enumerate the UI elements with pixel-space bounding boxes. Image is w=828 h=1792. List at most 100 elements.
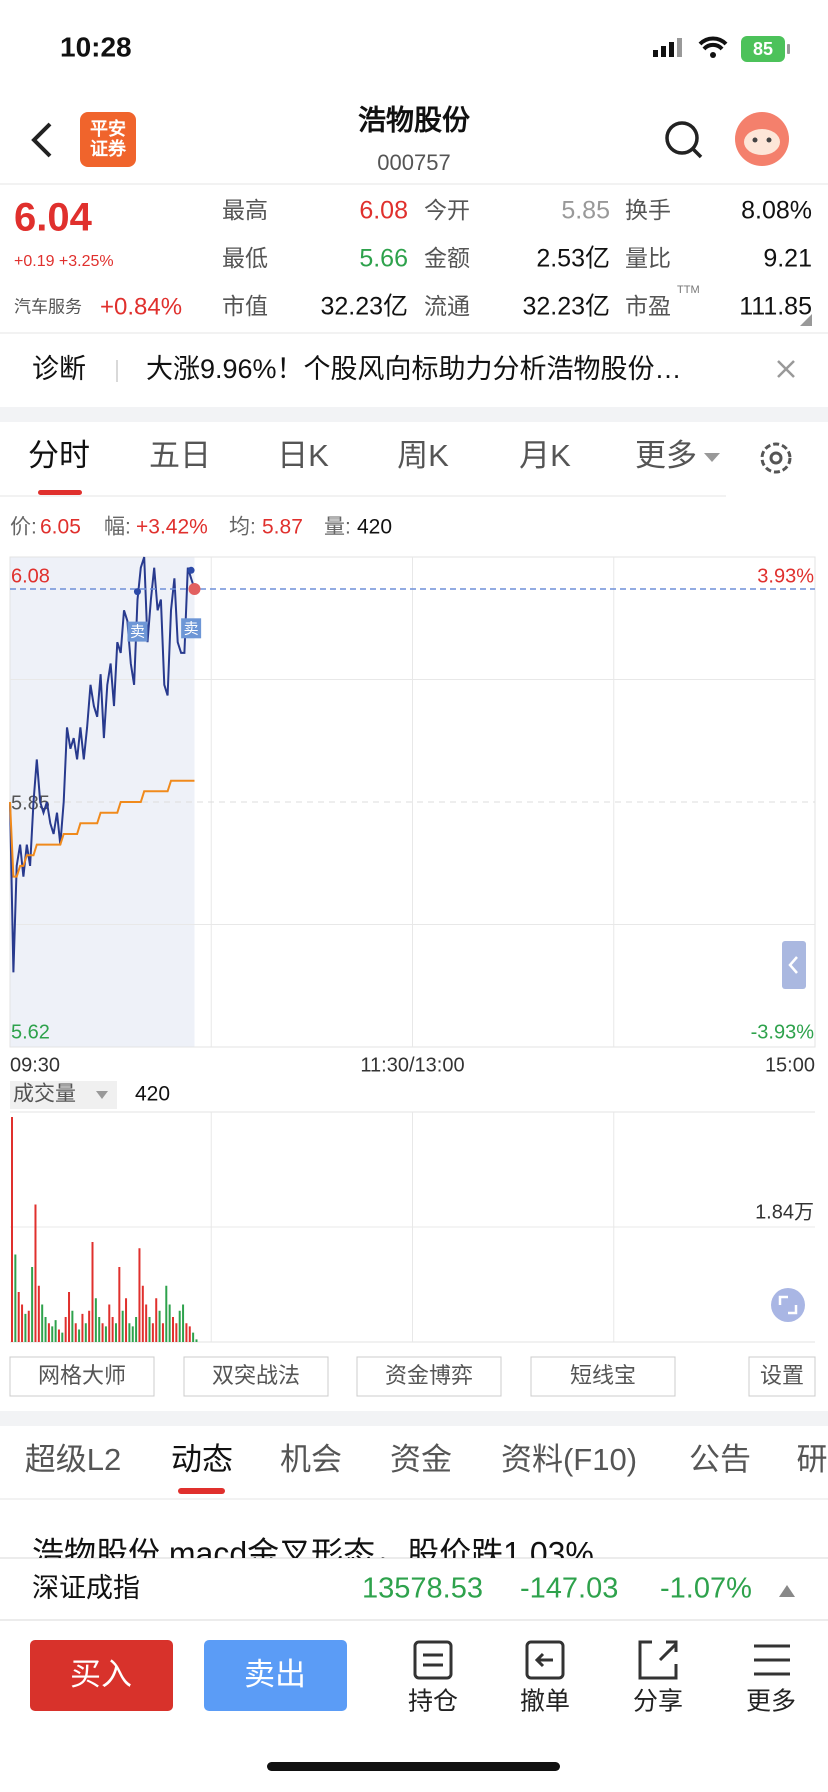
broker-logo-text: 证券 bbox=[90, 138, 127, 159]
battery-level: 85 bbox=[753, 39, 773, 59]
info-tab[interactable]: 资金 bbox=[390, 1442, 452, 1477]
index-value: 13578.53 bbox=[362, 1573, 483, 1605]
volume-bar bbox=[161, 1323, 164, 1342]
toolbar-action[interactable]: 撤单 bbox=[520, 1688, 570, 1716]
chart-tab[interactable]: 月K bbox=[519, 438, 571, 473]
chart-tab[interactable]: 周K bbox=[397, 438, 449, 473]
volume-bar bbox=[158, 1310, 161, 1342]
info-value: 6.05 bbox=[40, 516, 81, 539]
volume-bar bbox=[141, 1285, 144, 1342]
broker-logo[interactable] bbox=[80, 112, 136, 167]
dropdown-arrow bbox=[704, 453, 720, 462]
index-change: -147.03 bbox=[520, 1573, 618, 1605]
info-tab[interactable]: 研 bbox=[797, 1442, 828, 1477]
volume-bar bbox=[44, 1317, 47, 1342]
info-tab[interactable]: 超级L2 bbox=[25, 1442, 121, 1477]
volume-bar bbox=[175, 1323, 178, 1342]
toolbar-action[interactable]: 分享 bbox=[633, 1688, 683, 1716]
toolbar-action[interactable]: 持仓 bbox=[408, 1688, 458, 1716]
info-label: 量: bbox=[324, 516, 351, 539]
stat-value: 32.23亿 bbox=[522, 293, 610, 321]
volume-bar bbox=[61, 1332, 64, 1342]
stat-label-sup: TTM bbox=[677, 284, 700, 296]
diagnosis-label: 诊断 bbox=[32, 354, 86, 384]
avatar[interactable] bbox=[735, 112, 789, 166]
stat-value: 5.85 bbox=[561, 197, 610, 225]
stat-value: 8.08% bbox=[741, 197, 812, 225]
expand-icon bbox=[778, 1295, 798, 1315]
volume-bar bbox=[71, 1310, 74, 1342]
expand-button[interactable] bbox=[771, 1288, 805, 1322]
stat-label: 最高 bbox=[222, 197, 268, 223]
volume-bar bbox=[178, 1310, 181, 1342]
back-button[interactable] bbox=[31, 122, 52, 158]
chart-tab[interactable]: 日K bbox=[277, 438, 329, 473]
volume-bar bbox=[54, 1320, 57, 1342]
volume-bar bbox=[101, 1323, 104, 1342]
sell-button[interactable] bbox=[204, 1640, 347, 1711]
volume-bar bbox=[64, 1317, 67, 1342]
volume-bar bbox=[24, 1313, 27, 1342]
volume-bar bbox=[27, 1310, 30, 1342]
stat-label: 金额 bbox=[424, 245, 470, 271]
volume-bar bbox=[128, 1323, 131, 1342]
volume-title: 成交量 bbox=[13, 1083, 76, 1106]
volume-bar bbox=[131, 1326, 134, 1342]
collapse-tab[interactable] bbox=[782, 941, 806, 989]
average-line bbox=[9, 779, 195, 878]
tab-indicator bbox=[38, 490, 82, 495]
chart-tab[interactable]: 五日 bbox=[149, 438, 211, 473]
buy-button[interactable] bbox=[30, 1640, 173, 1711]
indicator-button[interactable] bbox=[9, 1356, 155, 1397]
volume-bar bbox=[98, 1317, 101, 1342]
volume-bar bbox=[81, 1313, 84, 1342]
indicator-button[interactable] bbox=[530, 1356, 676, 1397]
volume-bar bbox=[195, 1339, 198, 1342]
volume-bar bbox=[68, 1292, 71, 1342]
stat-value: 9.21 bbox=[763, 245, 812, 273]
indicator-button[interactable] bbox=[356, 1356, 502, 1397]
last-price: 6.04 bbox=[14, 196, 93, 240]
info-tab[interactable]: 资料(F10) bbox=[501, 1442, 637, 1477]
volume-bar bbox=[57, 1329, 60, 1342]
stat-label: 市值 bbox=[222, 293, 268, 319]
volume-bar bbox=[145, 1304, 148, 1342]
volume-bar bbox=[192, 1332, 195, 1342]
y2-tick-label: 3.93% bbox=[757, 565, 814, 587]
stat-value: 32.23亿 bbox=[320, 293, 408, 321]
search-button[interactable] bbox=[665, 121, 703, 159]
settings-gear[interactable] bbox=[760, 442, 792, 474]
settings-button[interactable] bbox=[748, 1356, 816, 1397]
volume-bar bbox=[88, 1310, 91, 1342]
stock-name: 浩物股份 bbox=[358, 104, 470, 135]
volume-bar bbox=[114, 1323, 117, 1342]
chart-tab[interactable]: 分时 bbox=[28, 438, 90, 473]
status-icons bbox=[653, 36, 790, 62]
expand-arrow[interactable] bbox=[779, 1585, 795, 1597]
info-tab[interactable]: 公告 bbox=[689, 1442, 751, 1477]
volume-bar bbox=[11, 1117, 13, 1342]
trade-dot bbox=[187, 566, 195, 574]
trade-dot bbox=[133, 588, 141, 596]
volume-bar bbox=[148, 1317, 151, 1342]
stat-label: 市盈 bbox=[625, 293, 671, 319]
news-headline: 浩物股份 macd金叉形态，股价跌1.03% bbox=[32, 1535, 594, 1571]
stat-value: 2.53亿 bbox=[536, 245, 610, 273]
info-tab[interactable]: 动态 bbox=[171, 1442, 233, 1477]
info-tab[interactable]: 机会 bbox=[280, 1442, 342, 1477]
indicator-button-label: 短线宝 bbox=[570, 1363, 636, 1388]
section-gap bbox=[0, 407, 828, 422]
toolbar-action[interactable]: 更多 bbox=[746, 1688, 796, 1716]
close-button[interactable] bbox=[777, 360, 795, 378]
settings-button-label: 设置 bbox=[760, 1363, 804, 1388]
status-time: 10:28 bbox=[60, 31, 132, 62]
indicator-button[interactable] bbox=[183, 1356, 329, 1397]
y-tick-label: 1.84万 bbox=[755, 1201, 814, 1223]
volume-bar bbox=[155, 1298, 158, 1342]
volume-bar bbox=[37, 1285, 40, 1342]
volume-bar bbox=[74, 1323, 77, 1342]
volume-bar bbox=[118, 1267, 121, 1342]
volume-bar bbox=[41, 1304, 44, 1342]
chart-tab[interactable]: 更多 bbox=[635, 438, 697, 473]
